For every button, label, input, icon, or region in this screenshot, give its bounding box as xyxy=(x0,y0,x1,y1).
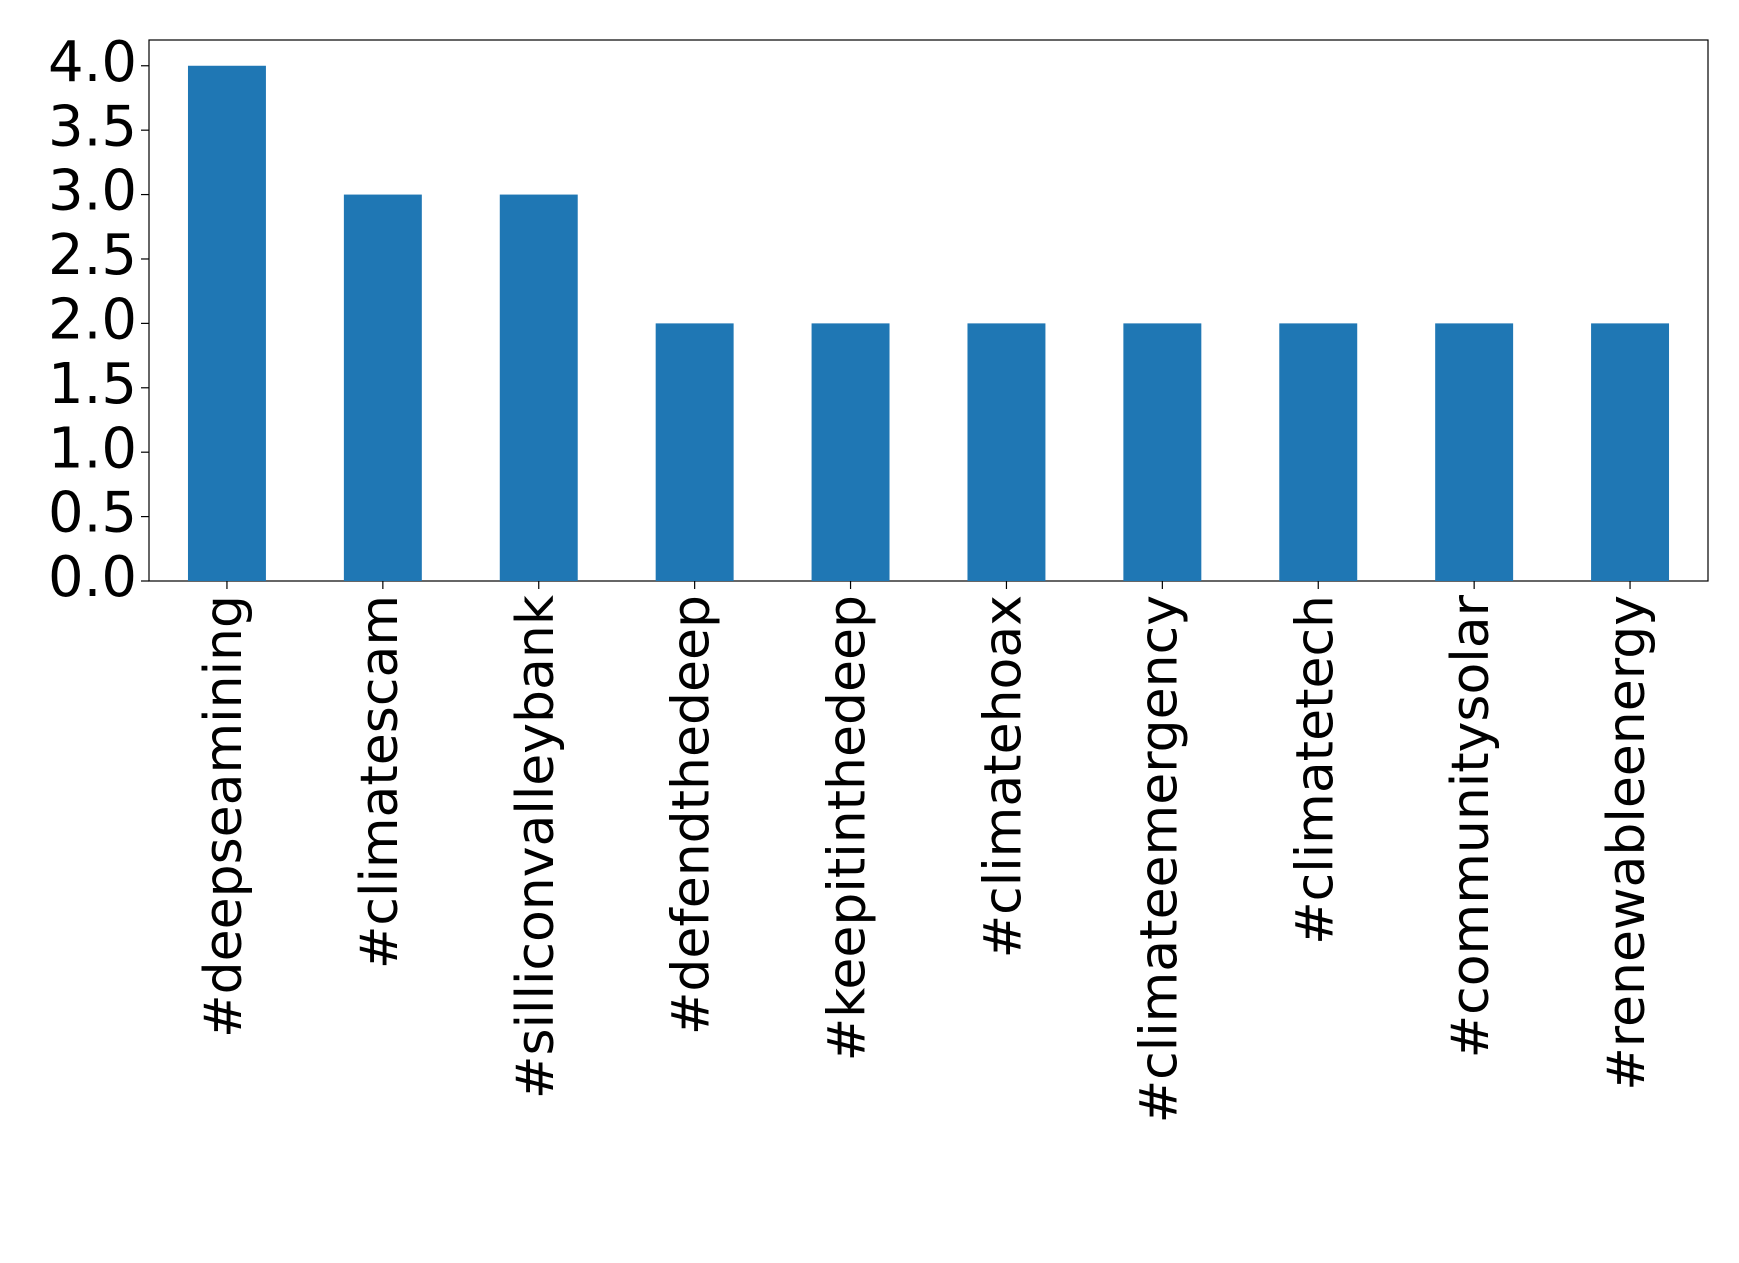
y-tick-label: 4.0 xyxy=(48,30,137,95)
y-tick-label: 1.5 xyxy=(48,352,137,417)
x-tick-label: #deepseamining xyxy=(194,595,254,1038)
bar xyxy=(1279,323,1358,581)
x-tick-label: #climatescam xyxy=(350,595,410,969)
y-tick-label: 2.0 xyxy=(48,288,137,353)
bar xyxy=(187,65,266,581)
x-tick-label: #silliconvalleybank xyxy=(506,595,566,1099)
y-tick-label: 3.5 xyxy=(48,94,137,159)
x-tick-label: #climateemergency xyxy=(1129,595,1189,1123)
bar xyxy=(655,323,734,581)
bar xyxy=(1435,323,1514,581)
x-tick-label: #renewableenergy xyxy=(1597,595,1657,1091)
x-tick-label: #defendthedeep xyxy=(662,595,722,1035)
y-tick-label: 0.0 xyxy=(48,545,137,610)
x-tick-label: #communitysolar xyxy=(1441,594,1501,1058)
y-tick-label: 0.5 xyxy=(48,481,137,546)
x-tick-label: #climatehoax xyxy=(973,595,1033,958)
bar xyxy=(967,323,1046,581)
y-tick-label: 2.5 xyxy=(48,223,137,288)
y-tick-label: 3.0 xyxy=(48,159,137,224)
plot-frame xyxy=(148,39,1709,582)
x-tick-label: #climatetech xyxy=(1285,595,1345,945)
y-tick-label: 1.0 xyxy=(48,416,137,481)
bar xyxy=(343,194,422,582)
x-tick-label: #keepitinthedeep xyxy=(818,595,878,1061)
bar xyxy=(811,323,890,581)
bar xyxy=(1123,323,1202,581)
bar xyxy=(1591,323,1670,581)
bar xyxy=(499,194,578,582)
